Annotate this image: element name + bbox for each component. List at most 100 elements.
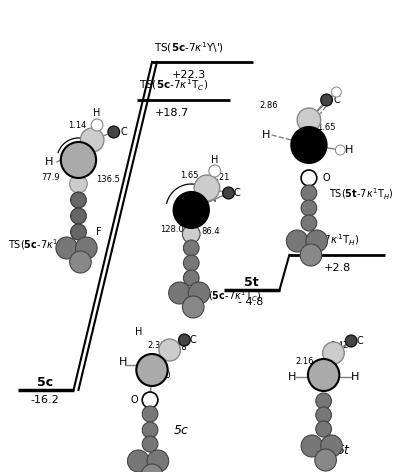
- Text: TS($\mathbf{5t}$-$7\kappa^{1}$T$_H$): TS($\mathbf{5t}$-$7\kappa^{1}$T$_H$): [291, 233, 360, 248]
- Circle shape: [182, 225, 200, 243]
- Text: - 4.8: - 4.8: [238, 297, 264, 307]
- Circle shape: [306, 230, 328, 252]
- Circle shape: [56, 237, 78, 259]
- Text: +2.8: +2.8: [324, 263, 351, 273]
- Circle shape: [331, 87, 341, 97]
- Circle shape: [308, 359, 339, 391]
- Circle shape: [316, 393, 331, 409]
- Circle shape: [71, 208, 86, 224]
- Text: H: H: [135, 327, 142, 337]
- Circle shape: [321, 435, 342, 457]
- Text: H: H: [93, 108, 101, 118]
- Circle shape: [182, 296, 204, 318]
- Circle shape: [61, 142, 96, 178]
- Text: H: H: [118, 357, 127, 367]
- Circle shape: [159, 339, 180, 361]
- Text: H: H: [345, 145, 353, 155]
- Circle shape: [70, 251, 91, 273]
- Circle shape: [194, 175, 220, 201]
- Text: TS($\mathbf{5c}$-$7\kappa^{1}$Y\'): TS($\mathbf{5c}$-$7\kappa^{1}$Y\'): [8, 236, 74, 252]
- Text: 5c: 5c: [37, 376, 53, 388]
- Text: 1.65: 1.65: [181, 171, 199, 180]
- Circle shape: [188, 282, 210, 304]
- Text: 86.4: 86.4: [202, 228, 220, 236]
- Circle shape: [80, 128, 104, 152]
- Text: C: C: [333, 95, 340, 105]
- Text: TS($\mathbf{5t}$-$7\kappa^{1}$T$_H$): TS($\mathbf{5t}$-$7\kappa^{1}$T$_H$): [328, 186, 393, 202]
- Circle shape: [301, 215, 317, 231]
- Circle shape: [71, 224, 86, 240]
- Text: 1.62: 1.62: [83, 142, 102, 151]
- Circle shape: [323, 342, 344, 364]
- Circle shape: [71, 192, 86, 208]
- Circle shape: [173, 192, 209, 228]
- Text: +22.3: +22.3: [172, 70, 206, 80]
- Text: TS($\mathbf{5c}$-$7\kappa^{1}$T$_C$): TS($\mathbf{5c}$-$7\kappa^{1}$T$_C$): [196, 288, 262, 304]
- Text: 1.42: 1.42: [330, 340, 348, 349]
- Text: 2.16: 2.16: [295, 356, 314, 365]
- Circle shape: [142, 392, 158, 408]
- Circle shape: [183, 255, 199, 271]
- Text: 2.30: 2.30: [153, 371, 171, 379]
- Circle shape: [91, 119, 103, 131]
- Circle shape: [300, 244, 322, 266]
- Circle shape: [301, 170, 317, 186]
- Text: C: C: [190, 335, 197, 345]
- Circle shape: [141, 464, 163, 472]
- Circle shape: [142, 436, 158, 452]
- Circle shape: [183, 270, 199, 286]
- Text: 2.30: 2.30: [148, 342, 166, 351]
- Text: 128.0: 128.0: [160, 226, 184, 235]
- Circle shape: [297, 108, 321, 132]
- Text: TS($\mathbf{5c}$-$7\kappa^{1}$Y\'): TS($\mathbf{5c}$-$7\kappa^{1}$Y\'): [154, 40, 224, 55]
- Text: 5t: 5t: [337, 444, 350, 456]
- Circle shape: [169, 282, 190, 304]
- Circle shape: [178, 334, 190, 346]
- Circle shape: [183, 240, 199, 256]
- Circle shape: [335, 145, 345, 155]
- Circle shape: [223, 187, 234, 199]
- Circle shape: [286, 230, 308, 252]
- Circle shape: [75, 237, 97, 259]
- Text: H: H: [288, 372, 297, 382]
- Text: C: C: [234, 188, 241, 198]
- Text: H: H: [45, 157, 53, 167]
- Text: F: F: [96, 227, 102, 237]
- Text: H: H: [211, 155, 218, 165]
- Text: +18.7: +18.7: [155, 108, 189, 118]
- Text: O: O: [131, 395, 138, 405]
- Circle shape: [127, 450, 149, 472]
- Circle shape: [142, 422, 158, 438]
- Circle shape: [316, 407, 331, 423]
- Circle shape: [316, 421, 331, 437]
- Text: 2.86: 2.86: [259, 101, 277, 110]
- Circle shape: [345, 335, 357, 347]
- Circle shape: [301, 185, 317, 201]
- Text: TS($\mathbf{5c}$-$7\kappa^{1}$T$_C$): TS($\mathbf{5c}$-$7\kappa^{1}$T$_C$): [139, 77, 208, 93]
- Circle shape: [142, 406, 158, 422]
- Circle shape: [291, 127, 326, 163]
- Circle shape: [108, 126, 120, 138]
- Text: C: C: [357, 336, 363, 346]
- Circle shape: [209, 165, 221, 177]
- Text: O: O: [323, 173, 330, 183]
- Text: C: C: [120, 127, 127, 137]
- Text: 1.65: 1.65: [317, 123, 336, 132]
- Text: 1.38: 1.38: [168, 344, 187, 353]
- Text: 5t: 5t: [244, 276, 258, 288]
- Text: 5c: 5c: [174, 423, 189, 437]
- Circle shape: [315, 449, 336, 471]
- Circle shape: [301, 435, 323, 457]
- Circle shape: [321, 94, 333, 106]
- Text: 136.5: 136.5: [96, 176, 120, 185]
- Circle shape: [147, 450, 169, 472]
- Text: 1.14: 1.14: [68, 121, 86, 130]
- Text: -16.2: -16.2: [31, 395, 60, 405]
- Circle shape: [70, 175, 87, 193]
- Text: H: H: [262, 130, 270, 140]
- Text: 1.21: 1.21: [211, 174, 230, 183]
- Circle shape: [136, 354, 168, 386]
- Text: H: H: [351, 372, 359, 382]
- Circle shape: [301, 200, 317, 216]
- Text: 77.9: 77.9: [42, 174, 60, 183]
